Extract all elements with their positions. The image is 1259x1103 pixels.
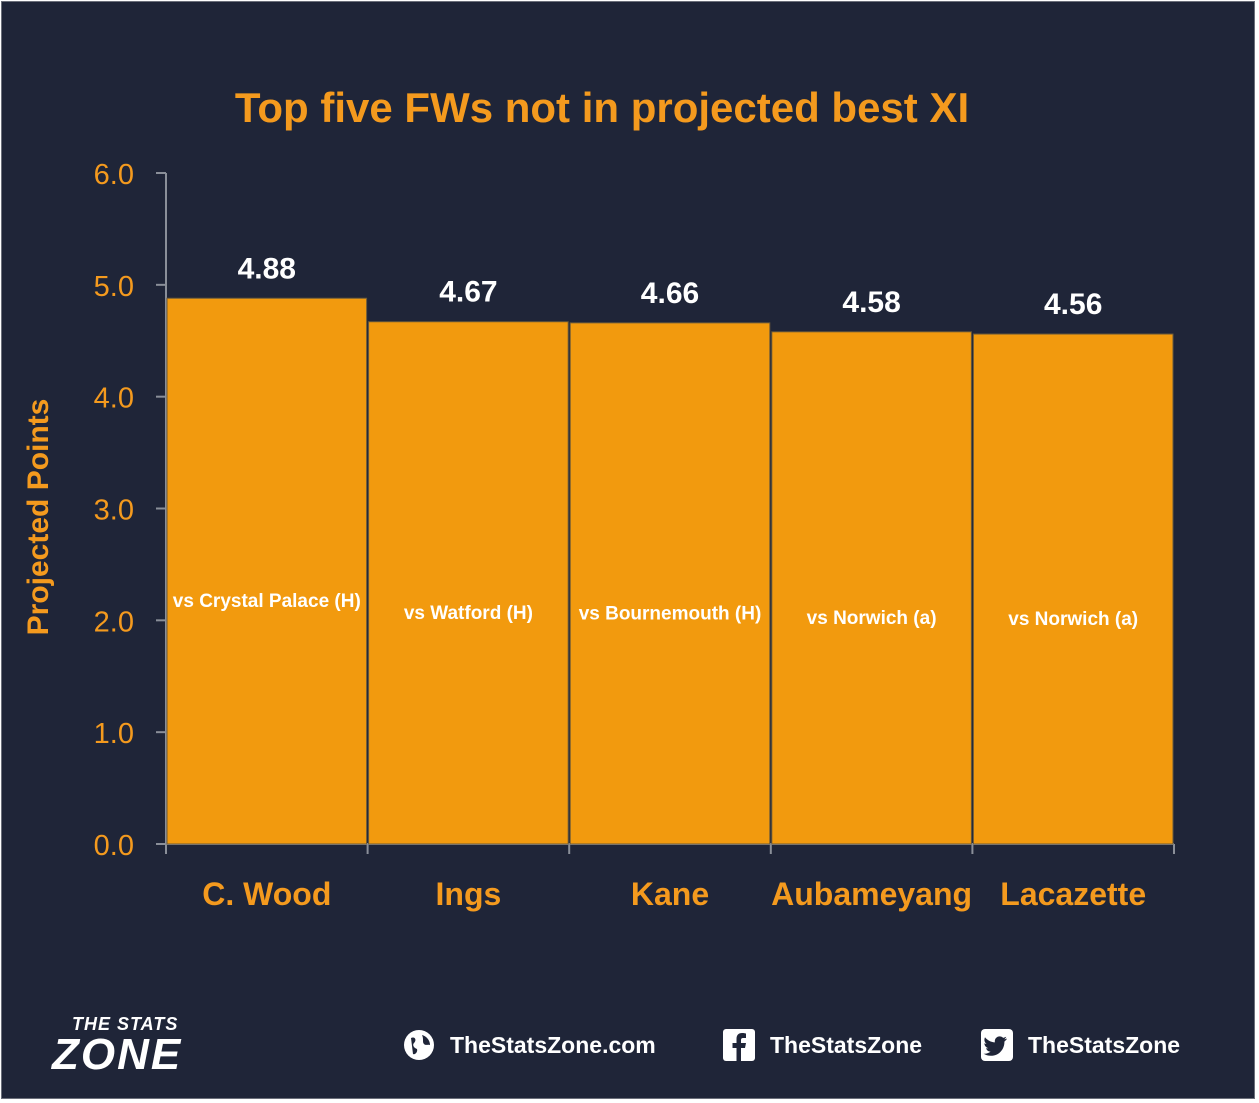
website-link[interactable]: TheStatsZone.com bbox=[402, 1028, 656, 1062]
facebook-icon bbox=[722, 1028, 756, 1062]
brand-logo-top-text: THE STATS bbox=[72, 1014, 179, 1034]
bar-chart: 0.0 1.0 2.0 3.0 4.0 5.0 6.0 C. Wood 4.88 vs Cryst… bbox=[22, 159, 1175, 912]
twitter-text: TheStatsZone bbox=[1028, 1031, 1181, 1058]
chart-title: Top five FWs not in projected best XI bbox=[234, 84, 970, 131]
website-text: TheStatsZone.com bbox=[450, 1031, 656, 1058]
bar-aubameyang bbox=[771, 331, 972, 845]
bar-kane bbox=[569, 322, 771, 845]
x-tick-label: Ings bbox=[436, 876, 502, 912]
y-tick-label: 5.0 bbox=[94, 271, 134, 303]
labels: 0.0 1.0 2.0 3.0 4.0 5.0 6.0 C. Wood 4.88 vs Cryst… bbox=[94, 159, 1146, 912]
facebook-link[interactable]: TheStatsZone bbox=[722, 1028, 922, 1062]
bar-c-wood bbox=[166, 297, 368, 845]
bar-annotation: vs Norwich (a) bbox=[1008, 609, 1138, 630]
x-tick-label: Lacazette bbox=[1000, 876, 1146, 912]
brand-logo-bottom-text: ZONE bbox=[52, 1030, 183, 1079]
footer: THE STATS ZONE TheStatsZone.com TheStats… bbox=[2, 1002, 1254, 1092]
bar-annotation: vs Bournemouth (H) bbox=[579, 603, 762, 624]
data-label: 4.67 bbox=[439, 276, 497, 309]
bar-ings bbox=[368, 321, 569, 845]
data-label: 4.56 bbox=[1044, 288, 1102, 321]
globe-icon bbox=[402, 1028, 436, 1062]
y-tick-label: 2.0 bbox=[94, 606, 134, 638]
y-axis-label: Projected Points bbox=[22, 399, 55, 636]
x-tick-label: Kane bbox=[631, 876, 709, 912]
bar-annotation: vs Watford (H) bbox=[404, 603, 533, 624]
bar-annotation: vs Norwich (a) bbox=[807, 608, 937, 629]
brand-logo: THE STATS ZONE bbox=[50, 1014, 270, 1079]
data-label: 4.58 bbox=[842, 286, 900, 319]
bar-annotation: vs Crystal Palace (H) bbox=[173, 591, 361, 612]
y-tick-label: 0.0 bbox=[94, 830, 134, 862]
y-tick-label: 1.0 bbox=[94, 718, 134, 750]
data-label: 4.88 bbox=[238, 252, 296, 285]
x-tick-label: Aubameyang bbox=[771, 876, 972, 912]
bars bbox=[166, 297, 1174, 845]
x-tick-label: C. Wood bbox=[202, 876, 331, 912]
y-tick-label: 4.0 bbox=[94, 383, 134, 415]
twitter-icon bbox=[980, 1028, 1014, 1062]
bar-lacazette bbox=[972, 333, 1174, 845]
twitter-link[interactable]: TheStatsZone bbox=[980, 1028, 1180, 1062]
y-tick-label: 6.0 bbox=[94, 159, 134, 191]
y-tick-label: 3.0 bbox=[94, 495, 134, 527]
facebook-text: TheStatsZone bbox=[770, 1031, 923, 1058]
data-label: 4.66 bbox=[641, 277, 699, 310]
